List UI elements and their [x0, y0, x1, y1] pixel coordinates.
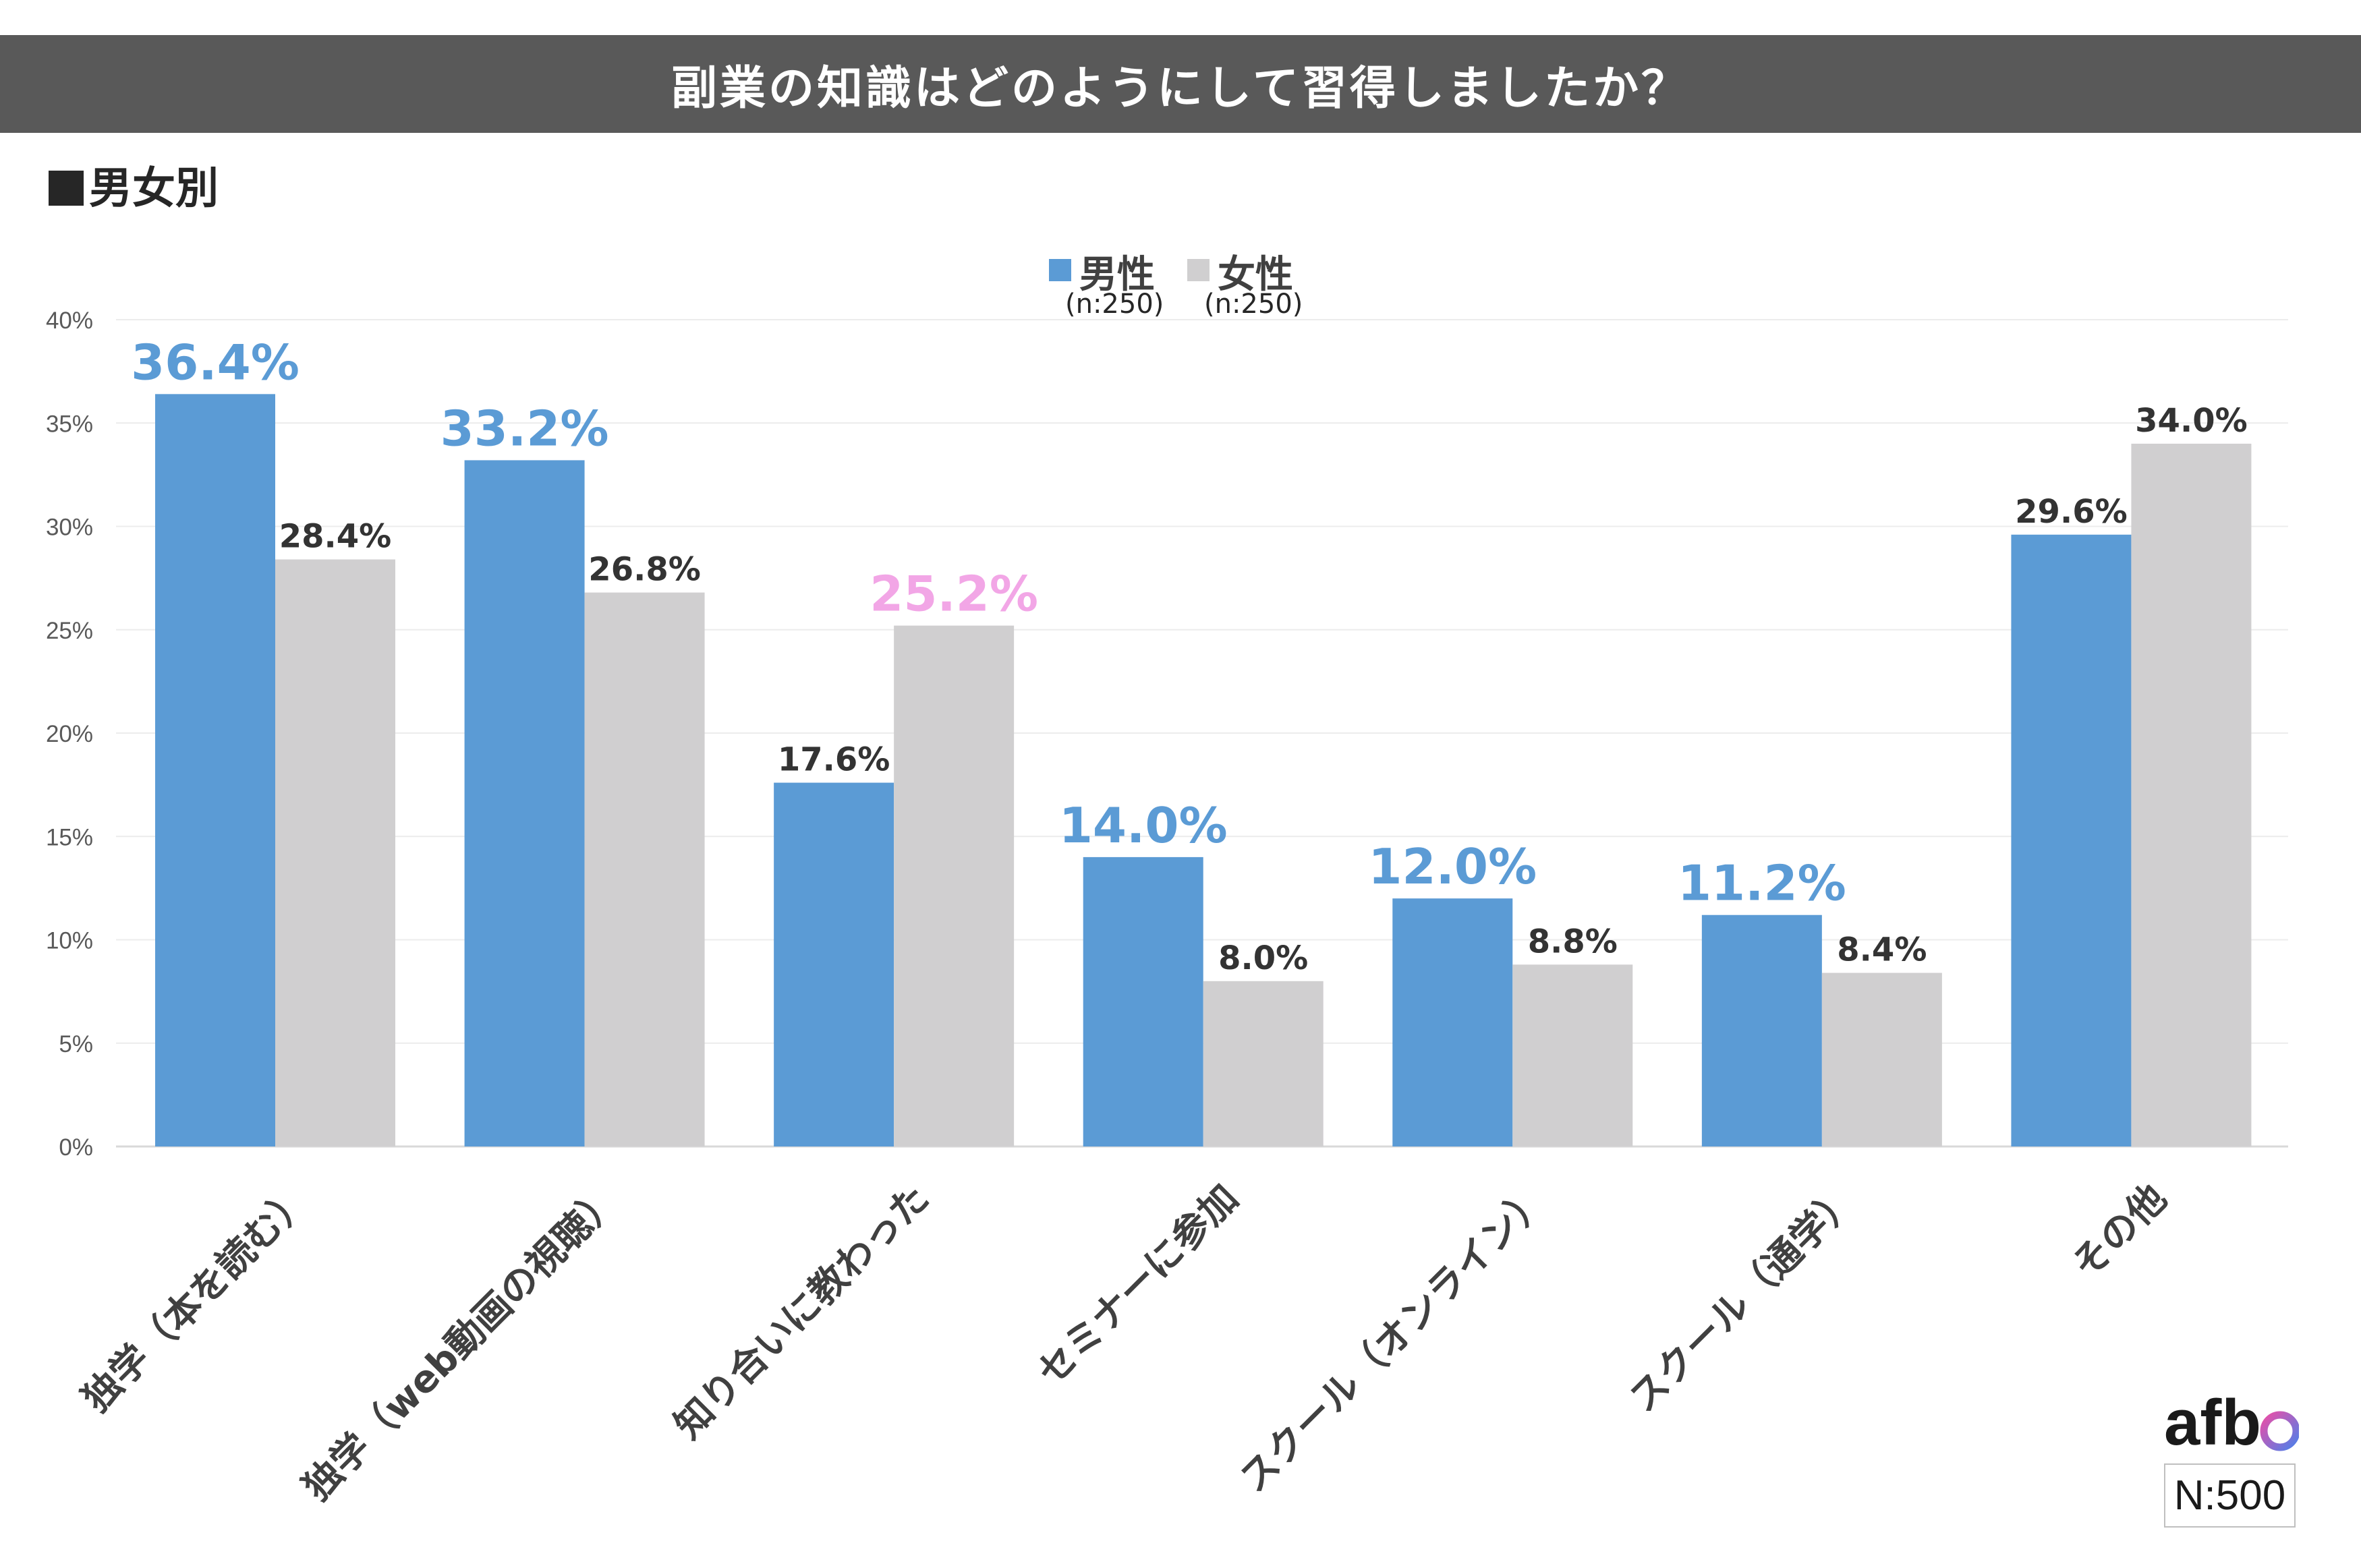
afb-logo: afb [2164, 1389, 2299, 1457]
legend-swatch-female [1187, 259, 1210, 281]
bar-female [1512, 964, 1633, 1146]
y-tick-label: 25% [46, 618, 93, 644]
legend-n-male: (n:250) [1065, 289, 1164, 320]
data-label-female: 28.4% [279, 518, 392, 556]
square-bullet-icon [49, 171, 84, 206]
bar-male [1701, 914, 1822, 1146]
x-category-label: その他 [2064, 1176, 2175, 1287]
y-tick-label: 0% [59, 1134, 93, 1161]
data-label-male: 17.6% [778, 741, 890, 779]
y-tick-label: 30% [46, 515, 93, 541]
bar-female [1203, 981, 1324, 1146]
bar-female [2131, 443, 2252, 1146]
bar-male [2011, 534, 2132, 1146]
bar-male [155, 394, 275, 1146]
data-label-male: 33.2% [440, 400, 609, 457]
y-tick-label: 20% [46, 721, 93, 747]
bar-female [1821, 972, 1942, 1146]
data-label-female: 25.2% [870, 566, 1038, 622]
data-label-female: 8.0% [1218, 939, 1308, 977]
data-label-male: 14.0% [1059, 797, 1228, 854]
y-tick-label: 15% [46, 824, 93, 850]
bar-male [774, 782, 894, 1146]
legend-label-male: 男性 [1079, 253, 1155, 297]
y-tick-label: 10% [46, 928, 93, 954]
data-label-male: 29.6% [2015, 493, 2128, 531]
legend-label-female: 女性 [1218, 253, 1293, 297]
bar-male [1083, 856, 1203, 1146]
bar-male [1392, 898, 1513, 1146]
bar-male [464, 460, 585, 1146]
data-label-male: 36.4% [131, 334, 300, 390]
x-category-label: セミナーに参加 [1029, 1176, 1247, 1394]
svg-text:afb: afb [2164, 1389, 2261, 1457]
section-label-text: 男女別 [89, 164, 219, 214]
data-label-male: 11.2% [1678, 855, 1846, 912]
data-label-male: 12.0% [1368, 838, 1537, 895]
y-tick-label: 35% [46, 411, 93, 437]
data-label-female: 26.8% [588, 551, 701, 589]
legend: 男性 (n:250) 女性 (n:250) [1042, 244, 1326, 325]
y-tick-label: 5% [59, 1031, 93, 1057]
data-label-female: 34.0% [2135, 402, 2248, 440]
chart-title: 副業の知識はどのようにして習得しましたか？ [0, 35, 2361, 133]
legend-n-female: (n:250) [1204, 289, 1303, 320]
data-label-female: 8.4% [1837, 931, 1927, 969]
data-label-female: 8.8% [1528, 923, 1618, 960]
x-category-label: 独学（web動画の視聴） [295, 1176, 628, 1509]
bar-female [584, 592, 705, 1146]
section-label: 男女別 [49, 154, 219, 216]
bar-female [275, 559, 395, 1146]
x-category-label: スクール（通学） [1621, 1176, 1866, 1421]
x-category-label: 独学（本を読む） [74, 1176, 319, 1421]
x-category-label: スクール（オンライン） [1232, 1176, 1557, 1501]
sample-size-box: N:500 [2164, 1463, 2296, 1528]
legend-swatch-male [1049, 259, 1071, 281]
y-tick-label: 40% [46, 308, 93, 334]
x-category-label: 知り合いに教わった [666, 1176, 938, 1447]
bar-female [894, 625, 1015, 1146]
